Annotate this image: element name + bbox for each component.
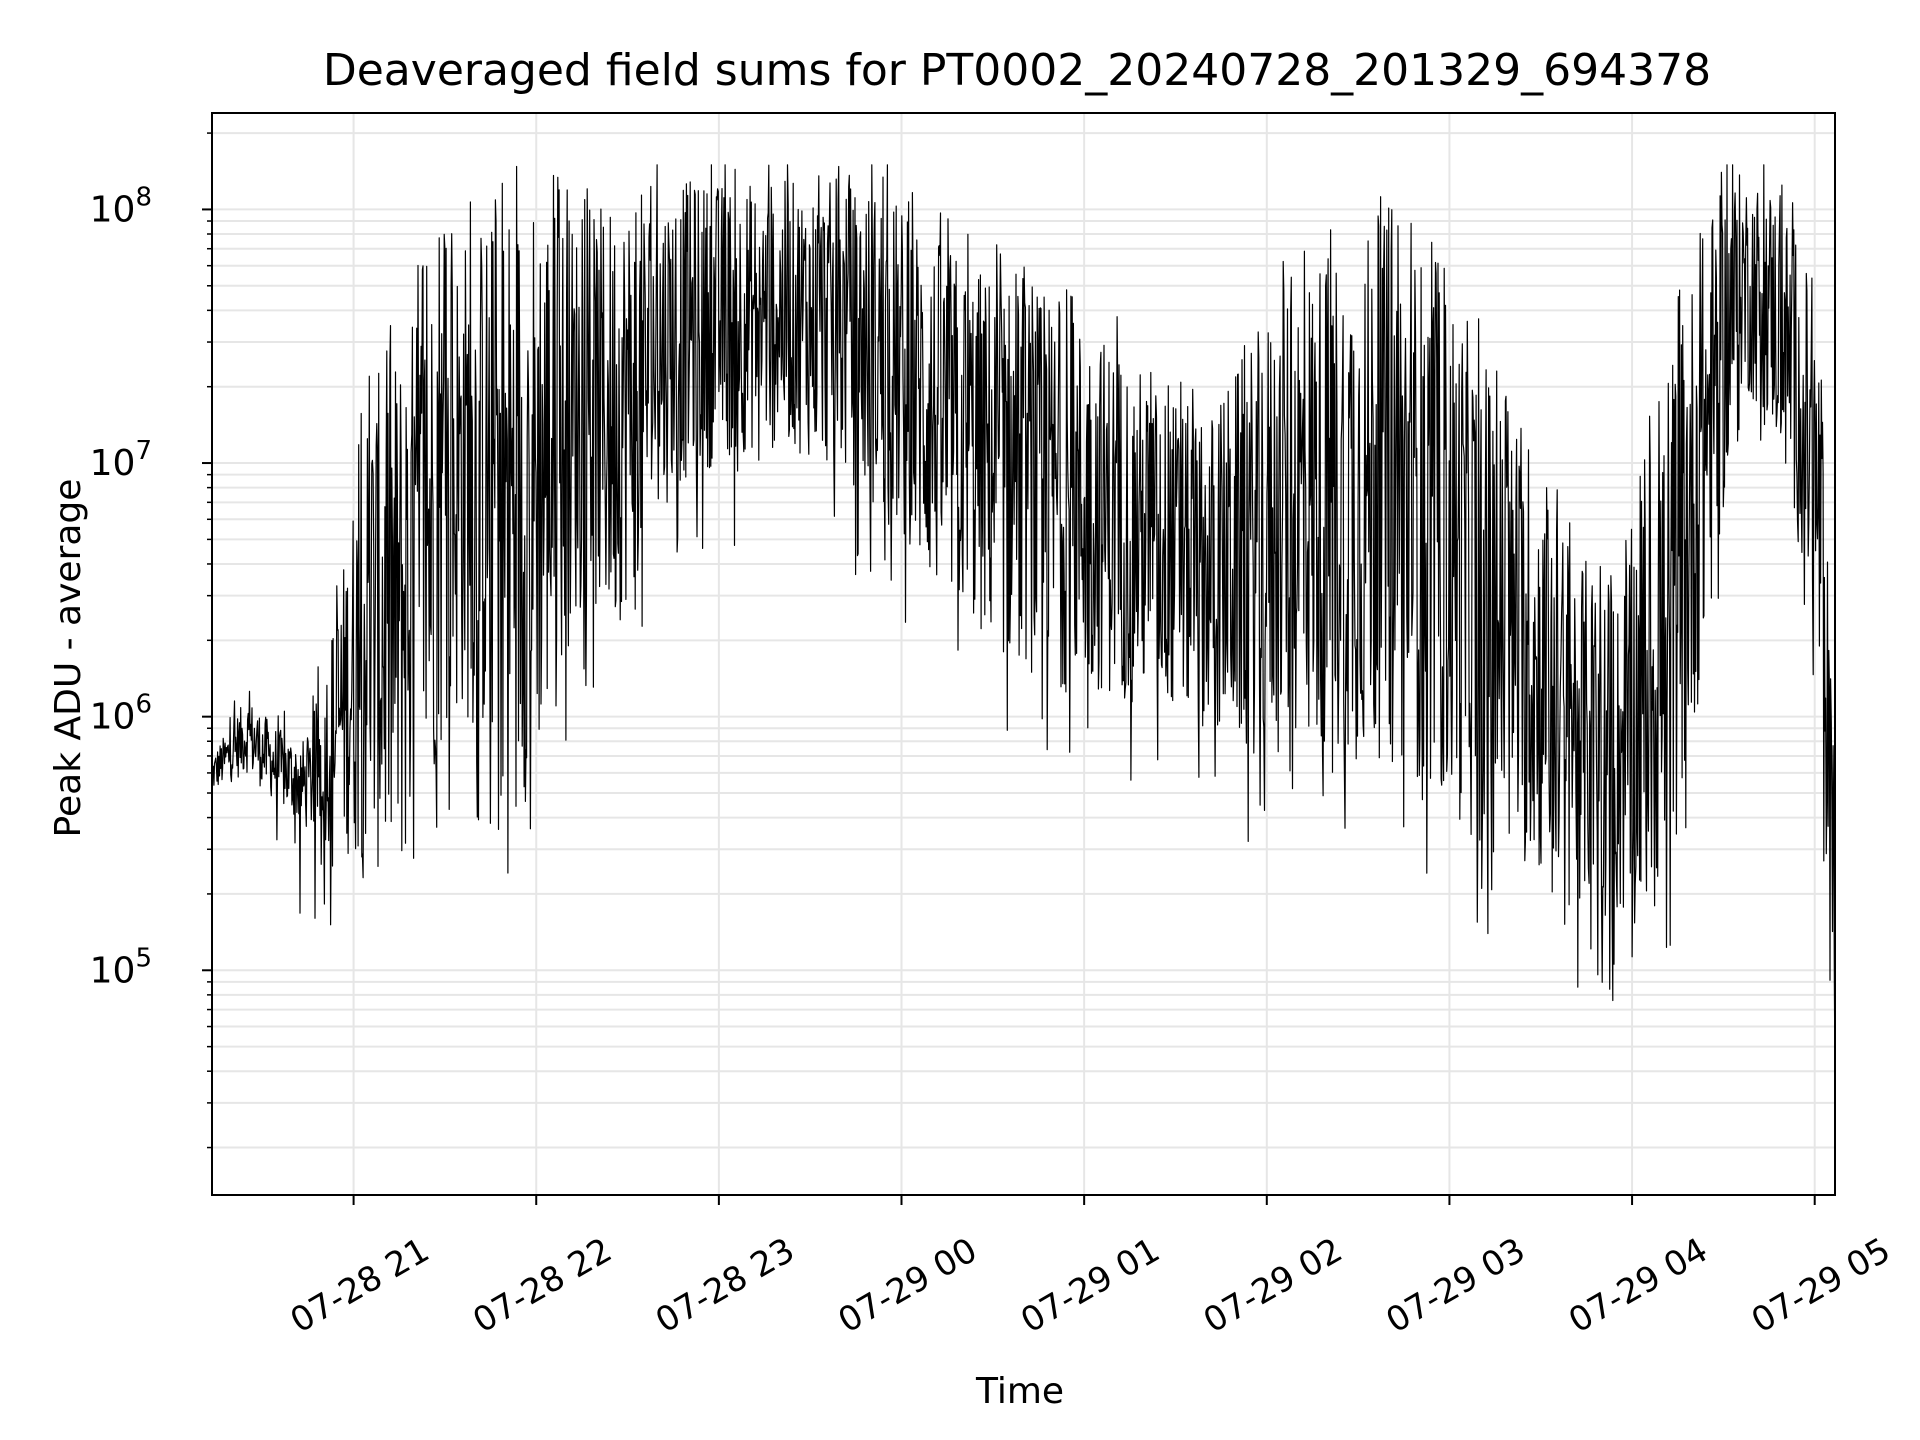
y-axis-label: Peak ADU - average	[48, 479, 89, 838]
chart-title: Deaveraged field sums for PT0002_2024072…	[323, 45, 1711, 96]
y-tick-label: 106	[90, 690, 152, 738]
series-line	[211, 164, 1836, 1084]
plot-frame	[211, 112, 1836, 1196]
data-series	[211, 164, 1836, 1084]
y-tick-label: 107	[90, 436, 152, 484]
y-tick-label: 108	[90, 182, 152, 230]
x-axis-label: Time	[975, 1371, 1064, 1412]
y-axis-ticks: 105 106 107 108	[90, 132, 212, 1149]
y-tick-label: 105	[90, 943, 152, 991]
